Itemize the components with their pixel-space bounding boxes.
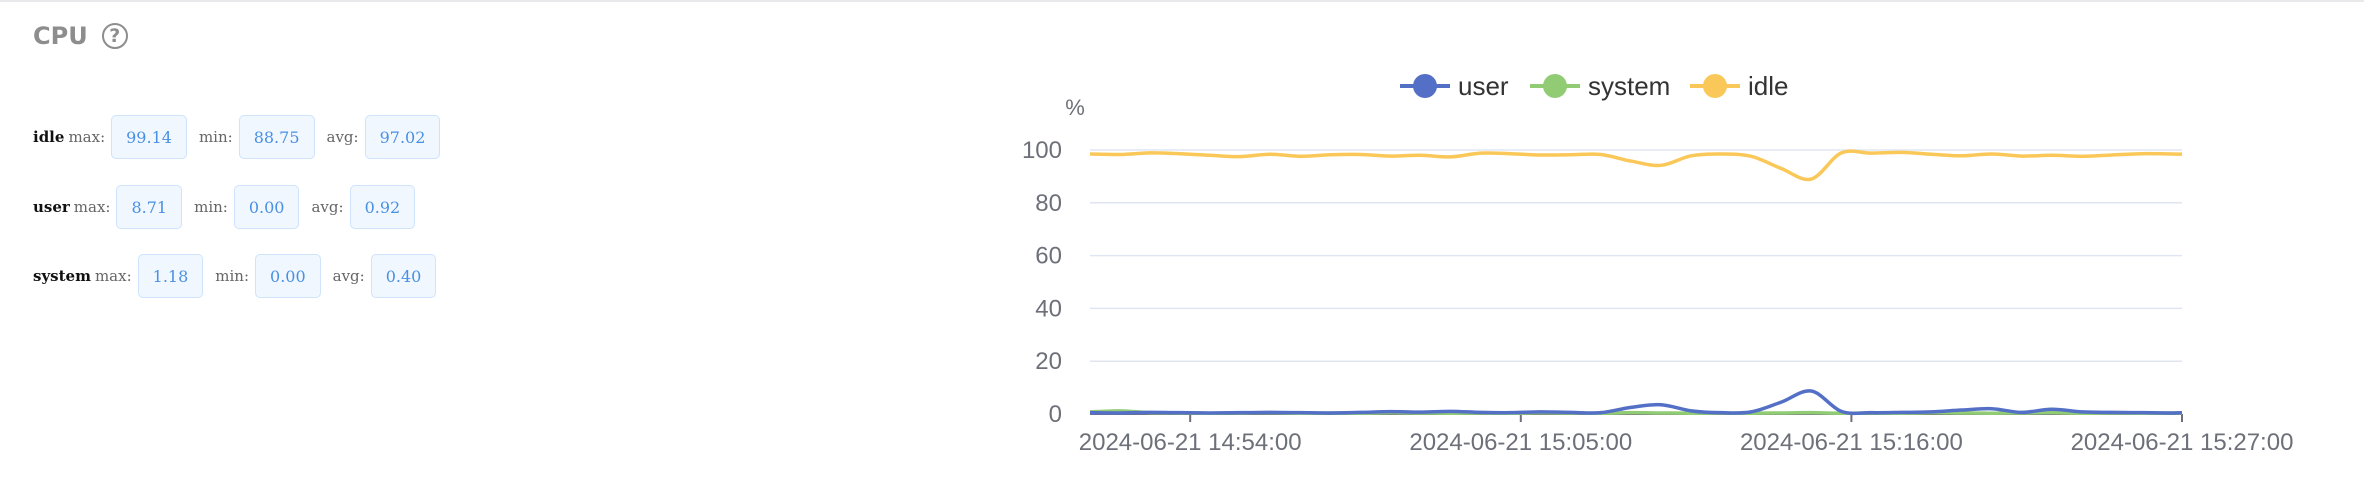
legend-marker-user: [1413, 74, 1437, 98]
y-tick-label: 0: [1049, 401, 1062, 428]
stat-max-value: 8.71: [116, 185, 183, 229]
stat-min-label: min:: [198, 128, 233, 146]
legend-label-user: user: [1458, 71, 1509, 101]
stat-min-label: min:: [215, 267, 250, 285]
stat-name: system: [33, 267, 91, 285]
y-tick-label: 60: [1035, 243, 1062, 270]
y-tick-label: 80: [1035, 190, 1062, 217]
legend-label-system: system: [1588, 71, 1670, 101]
stat-min-value: 88.75: [238, 115, 315, 159]
y-tick-label: 20: [1035, 348, 1062, 375]
stat-min-value: 0.00: [255, 254, 321, 298]
stat-max-value: 1.18: [137, 254, 204, 298]
series-line-idle: [1089, 149, 2183, 182]
y-axis-label: %: [1065, 95, 1085, 120]
stat-min-label: min:: [194, 198, 228, 216]
stat-name: idle: [33, 128, 65, 146]
stat-max-value: 99.14: [111, 115, 187, 159]
stat-avg-label: avg:: [326, 128, 359, 146]
stat-name: user: [33, 198, 70, 216]
stat-max-label: max:: [68, 128, 106, 146]
legend-label-idle: idle: [1748, 71, 1788, 101]
x-tick-label: 2024-06-21 15:27:00: [2071, 429, 2294, 456]
x-tick-label: 2024-06-21 15:16:00: [1740, 429, 1963, 456]
stat-avg-value: 0.40: [370, 254, 437, 298]
stat-avg-value: 0.92: [349, 185, 416, 229]
y-tick-label: 100: [1022, 137, 1062, 164]
top-divider: [0, 0, 2364, 2]
x-tick-label: 2024-06-21 15:05:00: [1409, 429, 1632, 456]
stat-row-system: system max: 1.18 min: 0.00 avg: 0.40: [33, 254, 448, 298]
y-tick-label: 40: [1035, 295, 1062, 322]
stat-avg-label: avg:: [332, 267, 365, 285]
stat-avg-label: avg:: [311, 198, 344, 216]
stat-max-label: max:: [73, 198, 111, 216]
panel-title: CPU: [33, 22, 88, 50]
stat-row-user: user max: 8.71 min: 0.00 avg: 0.92: [33, 185, 427, 229]
x-tick-label: 2024-06-21 14:54:00: [1079, 429, 1302, 456]
stat-row-idle: idle max: 99.14 min: 88.75 avg: 97.02: [33, 115, 452, 159]
stat-min-value: 0.00: [233, 185, 300, 229]
legend-marker-idle: [1703, 74, 1727, 98]
stat-max-label: max:: [94, 267, 132, 285]
stat-avg-value: 97.02: [364, 115, 441, 159]
question-circle-icon[interactable]: ?: [101, 23, 128, 49]
panel-header: CPU ?: [33, 22, 128, 50]
series-line-user: [1089, 389, 2183, 416]
legend-marker-system: [1543, 74, 1567, 98]
